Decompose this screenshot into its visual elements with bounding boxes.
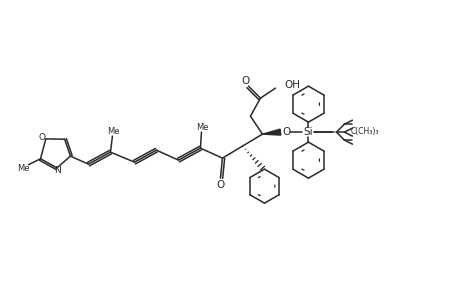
Text: Me: Me <box>107 127 119 136</box>
Text: O: O <box>282 127 290 137</box>
Text: Si: Si <box>303 127 313 137</box>
Polygon shape <box>262 129 280 135</box>
Text: N: N <box>55 167 61 176</box>
Text: C(CH₃)₃: C(CH₃)₃ <box>350 127 378 136</box>
Text: O: O <box>241 76 249 86</box>
Text: Me: Me <box>196 123 208 132</box>
Text: Me: Me <box>17 164 30 173</box>
Text: O: O <box>38 134 45 142</box>
Text: O: O <box>216 180 224 190</box>
Text: OH: OH <box>284 80 300 90</box>
